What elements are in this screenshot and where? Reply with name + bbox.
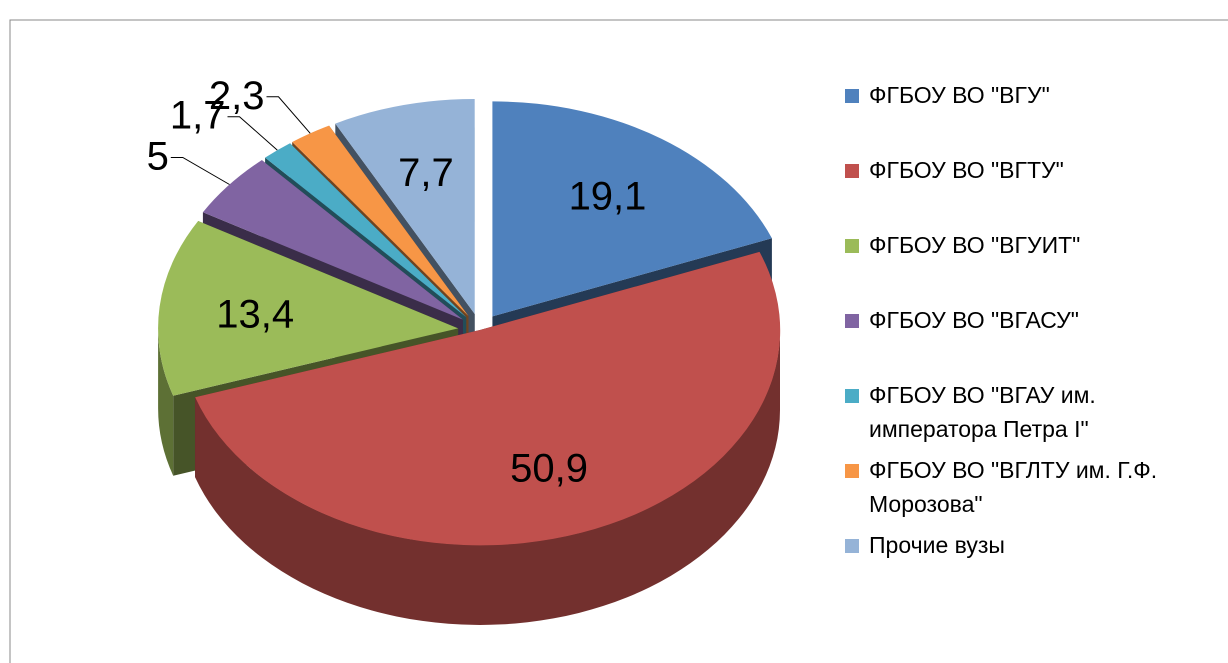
slice	[195, 251, 781, 546]
legend-item: ФГБОУ ВО "ВГЛТУ им. Г.Ф. Морозова"	[845, 453, 1205, 528]
slice	[292, 125, 469, 316]
data-label: 50,9	[510, 447, 588, 491]
pie-tops	[158, 98, 781, 546]
legend-label: ФГБОУ ВО "ВГАУ им. императора Петра I"	[869, 382, 1096, 442]
legend-item: ФГБОУ ВО "ВГАУ им. императора Петра I"	[845, 378, 1205, 453]
leader-line	[170, 157, 230, 185]
slice	[202, 160, 463, 320]
legend-swatch	[845, 239, 859, 253]
slice	[335, 98, 475, 314]
leader-line	[266, 96, 311, 134]
legend-label: ФГБОУ ВО "ВГУИТ"	[869, 232, 1081, 258]
legend-swatch	[845, 314, 859, 328]
data-label: 5	[147, 135, 169, 179]
legend-item: Прочие вузы	[845, 528, 1205, 603]
legend-label: ФГБОУ ВО "ВГТУ"	[869, 157, 1064, 183]
legend-item: ФГБОУ ВО "ВГТУ"	[845, 153, 1205, 228]
slice-side	[195, 330, 781, 625]
slice	[265, 143, 467, 318]
data-label: 13,4	[216, 292, 294, 336]
legend-swatch	[845, 539, 859, 553]
data-labels: 19,1 50,9 13,4 51,72,3 7,7	[147, 74, 647, 491]
legend-swatch	[845, 389, 859, 403]
slice	[492, 101, 772, 317]
legend-swatch	[845, 464, 859, 478]
legend-swatch	[845, 164, 859, 178]
legend-label: ФГБОУ ВО "ВГАСУ"	[869, 307, 1079, 333]
legend-item: ФГБОУ ВО "ВГУ"	[845, 78, 1205, 153]
slice	[158, 221, 459, 396]
data-label: 7,7	[398, 151, 454, 195]
data-label: 19,1	[569, 175, 647, 219]
legend-item: ФГБОУ ВО "ВГАСУ"	[845, 303, 1205, 378]
legend-label: Прочие вузы	[869, 532, 1005, 558]
legend-label: ФГБОУ ВО "ВГУ"	[869, 82, 1050, 108]
data-label: 2,3	[209, 74, 265, 118]
legend: ФГБОУ ВО "ВГУ" ФГБОУ ВО "ВГТУ" ФГБОУ ВО "В…	[845, 78, 1205, 603]
data-label: 1,7	[170, 94, 226, 138]
legend-item: ФГБОУ ВО "ВГУИТ"	[845, 228, 1205, 303]
legend-swatch	[845, 89, 859, 103]
leader-line	[227, 116, 278, 151]
legend-label: ФГБОУ ВО "ВГЛТУ им. Г.Ф. Морозова"	[869, 457, 1158, 517]
slice-side	[158, 328, 174, 476]
